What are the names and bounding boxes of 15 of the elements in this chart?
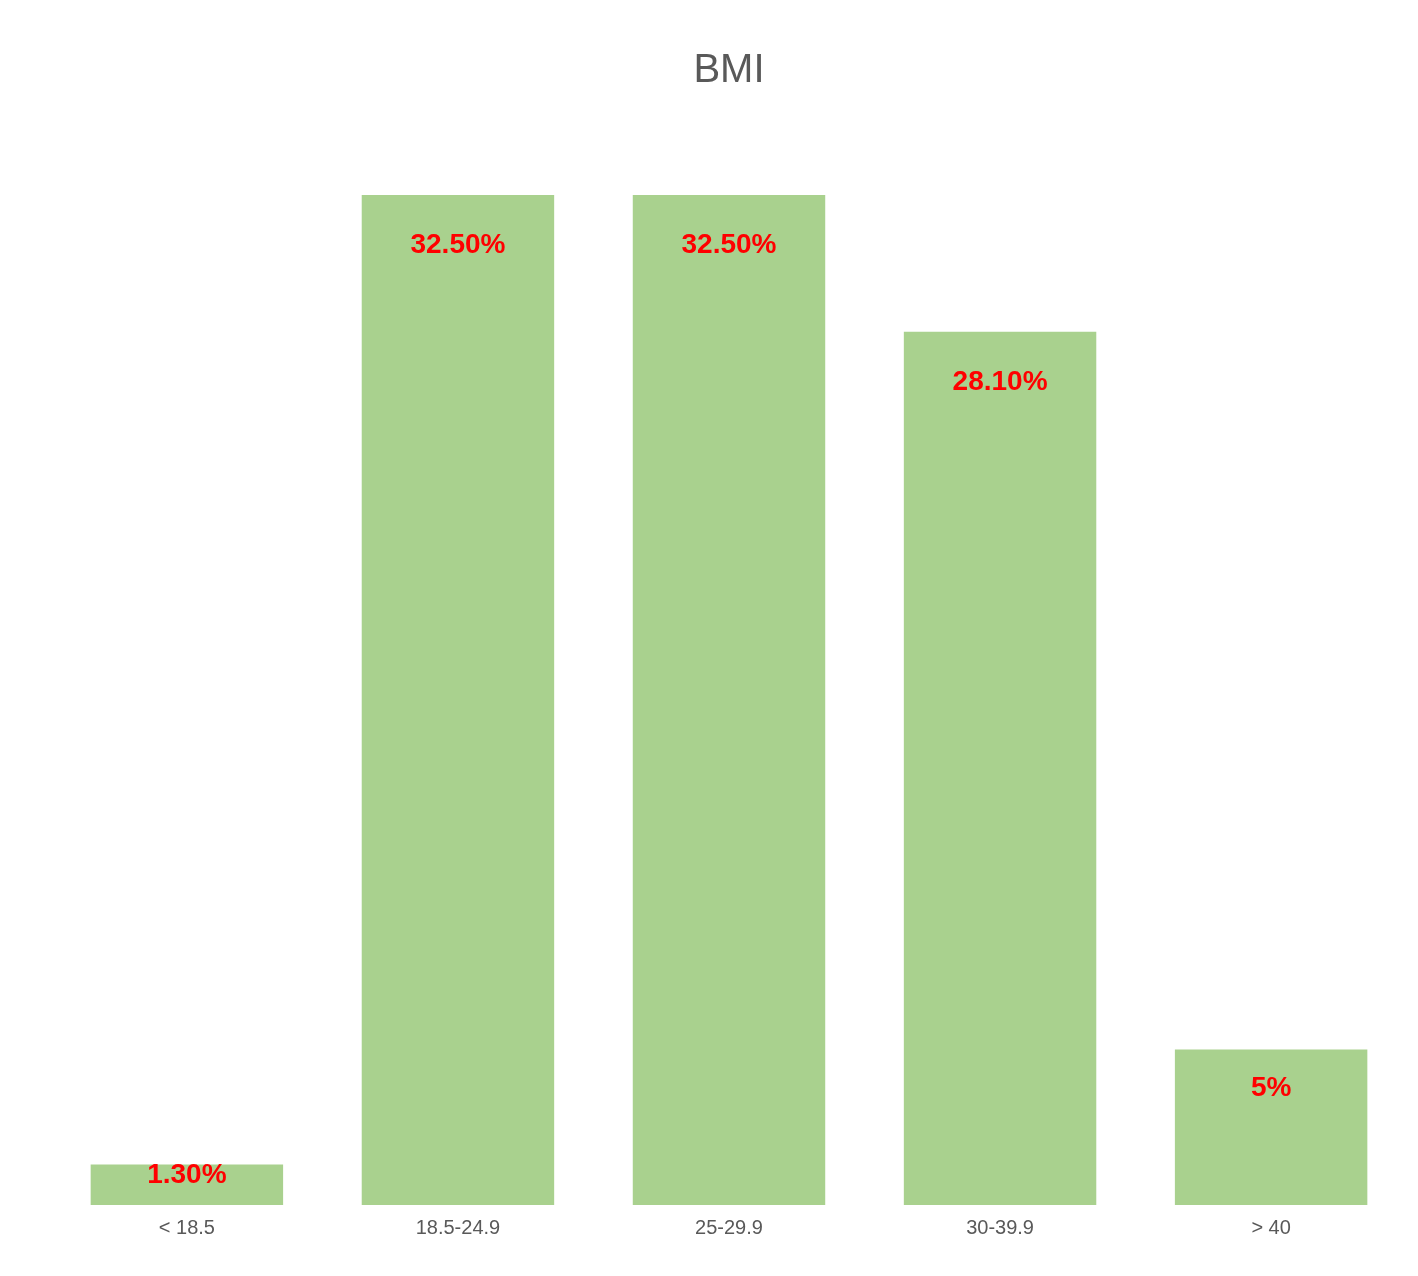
x-tick-label: < 18.5	[158, 1215, 215, 1238]
data-label: 1.30%	[147, 1157, 227, 1189]
data-label: 5%	[1250, 1071, 1292, 1103]
data-label: 32.50%	[681, 228, 777, 259]
x-tick-label: 25-29.9	[695, 1215, 763, 1238]
data-label: 28.10%	[952, 364, 1048, 396]
chart-title: BMI	[693, 46, 765, 90]
x-tick-label: > 40	[1251, 1215, 1291, 1238]
bar	[632, 195, 826, 1205]
bar	[903, 331, 1097, 1205]
data-label: 32.50%	[410, 228, 506, 259]
x-tick-label: 30-39.9	[966, 1215, 1034, 1238]
bar	[1174, 1049, 1368, 1205]
x-tick-label: 18.5-24.9	[415, 1215, 501, 1238]
bar	[361, 195, 555, 1205]
